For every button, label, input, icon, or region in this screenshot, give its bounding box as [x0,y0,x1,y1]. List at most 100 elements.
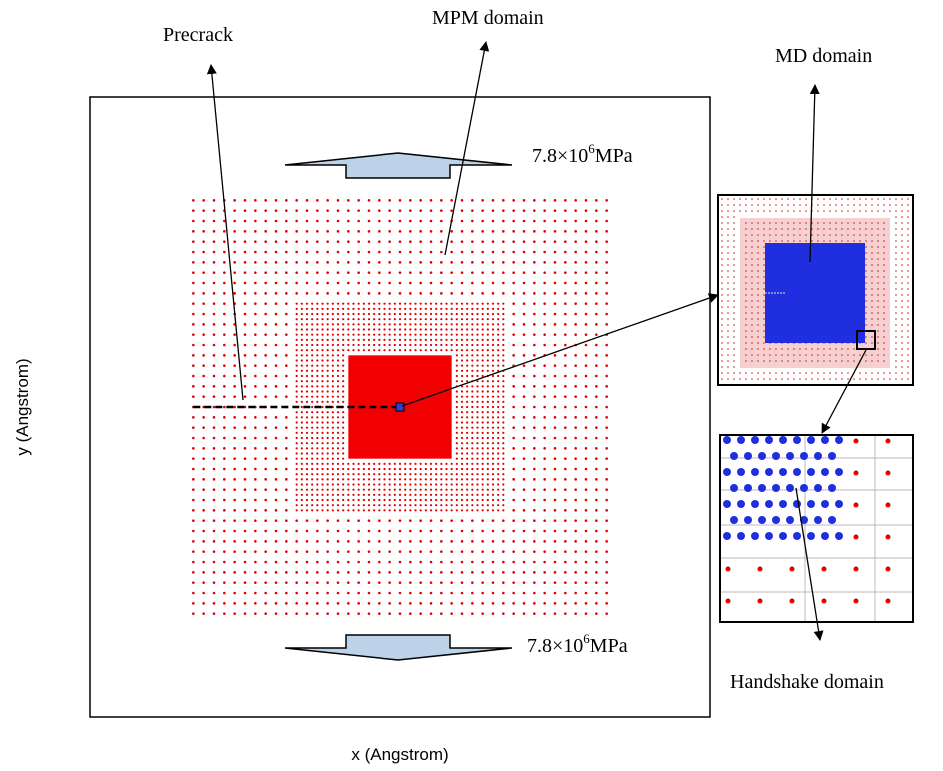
particle [399,463,401,465]
particle [512,333,515,336]
particle [337,349,339,351]
particle [337,452,339,454]
particle [471,540,474,543]
particle [895,324,897,326]
particle [865,288,867,290]
particle [721,354,723,356]
atom [751,500,759,508]
particle [757,282,759,284]
particle [414,504,416,506]
particle [823,348,825,350]
particle [244,540,247,543]
particle [605,323,608,326]
particle [733,306,735,308]
particle [409,571,412,574]
particle [502,489,504,491]
particle [835,372,837,374]
particle [492,401,494,403]
particle [275,251,278,254]
particle [461,478,463,480]
particle [192,251,195,254]
particle [321,468,323,470]
particle [476,447,478,449]
particle [793,354,795,356]
particle [523,602,526,605]
particle [202,581,205,584]
particle [901,342,903,344]
particle [383,303,385,305]
particle [399,349,401,351]
particle [763,336,765,338]
particle [223,230,226,233]
particle [223,271,226,274]
particle [595,530,598,533]
particle [456,504,458,506]
particle [492,447,494,449]
particle [481,282,484,285]
particle [347,313,349,315]
particle [342,401,344,403]
particle [192,416,195,419]
particle [751,204,753,206]
particle [327,468,329,470]
particle [254,561,257,564]
particle [337,359,339,361]
particle [321,303,323,305]
particle [721,240,723,242]
particle [543,375,546,378]
particle [564,364,567,367]
particle [554,230,557,233]
particle [430,478,432,480]
particle [543,592,546,595]
atom [758,452,766,460]
annotation: MPM domain [432,7,544,29]
particle [481,271,484,274]
particle [595,344,598,347]
particle [554,302,557,305]
particle [605,199,608,202]
particle [805,240,807,242]
particle [451,504,453,506]
particle [523,292,526,295]
particle [487,390,489,392]
particle [721,360,723,362]
particle [471,561,474,564]
particle [895,330,897,332]
particle [889,198,891,200]
particle [817,204,819,206]
particle [502,483,504,485]
particle [471,437,473,439]
particle [751,234,753,236]
particle [471,339,473,341]
particle [877,234,879,236]
particle [368,504,370,506]
particle [481,209,484,212]
particle [533,416,536,419]
particle [213,292,216,295]
particle [790,599,795,604]
particle [497,334,499,336]
particle [461,292,464,295]
particle [409,220,412,223]
particle [378,519,381,522]
particle [595,240,598,243]
particle [321,416,323,418]
particle [466,416,468,418]
particle [342,344,344,346]
particle [358,303,360,305]
particle [456,370,458,372]
particle [487,303,489,305]
md-region [396,403,404,411]
particle [564,592,567,595]
particle [871,372,873,374]
particle [456,375,458,377]
particle [605,313,608,316]
particle [471,349,473,351]
particle [476,354,478,356]
particle [244,468,247,471]
particle [440,308,442,310]
particle [502,334,504,336]
particle [554,561,557,564]
particle [342,328,344,330]
particle [213,478,216,481]
